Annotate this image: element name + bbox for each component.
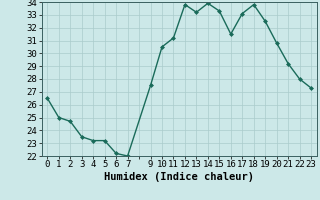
X-axis label: Humidex (Indice chaleur): Humidex (Indice chaleur) <box>104 172 254 182</box>
